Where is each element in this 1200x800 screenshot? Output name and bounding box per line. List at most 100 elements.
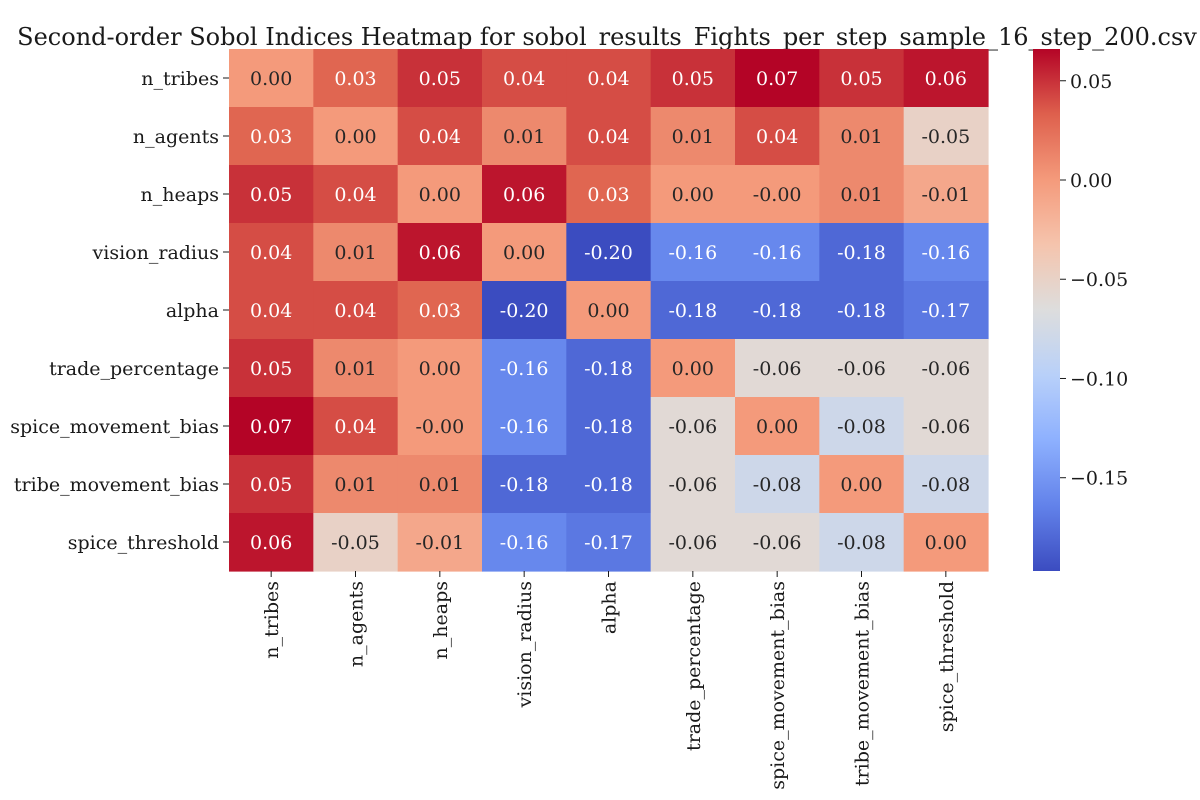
heatmap-cell <box>313 397 399 456</box>
heatmap-cell-value: -0.06 <box>668 474 717 496</box>
heatmap-cell-value: 0.04 <box>334 300 376 322</box>
heatmap-cell <box>397 455 483 514</box>
heatmap-cell <box>735 165 820 224</box>
heatmap-cell <box>313 455 399 514</box>
heatmap-cell <box>819 513 905 572</box>
heatmap-cell <box>735 455 820 514</box>
heatmap-cell-value: -0.06 <box>837 358 886 380</box>
y-axis-tick-labels: n_tribes n_agents n_heaps vision_radiusalph… <box>10 68 229 554</box>
colorbar-tick-label: 0.00 <box>1070 170 1112 192</box>
heatmap-cell-value: 0.00 <box>587 300 629 322</box>
heatmap-cell-value: -0.06 <box>753 532 802 554</box>
heatmap-cell <box>903 281 989 340</box>
heatmap-cell-value: -0.08 <box>921 474 970 496</box>
heatmap-cell-labels: 0.00 0.03 0.05 0.04 0.04 0.05 0.07 0.05 0.06 0.03… <box>250 68 970 554</box>
heatmap-cell-value: -0.18 <box>837 300 886 322</box>
x-tick-label-alpha: alpha <box>599 581 621 634</box>
heatmap-cell-value: 0.05 <box>672 68 714 90</box>
heatmap-cell <box>819 339 905 398</box>
heatmap-cell <box>482 281 567 340</box>
heatmap-cell <box>313 339 399 398</box>
heatmap-cell-value: -0.18 <box>584 474 633 496</box>
heatmap-cell <box>566 49 652 108</box>
heatmap-cell-value: 0.00 <box>756 416 798 438</box>
heatmap-cell <box>903 339 989 398</box>
heatmap-cell <box>735 339 820 398</box>
heatmap-cell-value: -0.18 <box>500 474 549 496</box>
heatmap-cell <box>650 513 736 572</box>
heatmap-cell-value: 0.06 <box>503 184 545 206</box>
heatmap-cell-value: 0.00 <box>419 358 461 380</box>
heatmap-cell <box>482 339 567 398</box>
heatmap-cell <box>566 223 652 282</box>
heatmap-cell-value: 0.07 <box>250 416 292 438</box>
heatmap-cell <box>819 107 905 166</box>
heatmap-cell <box>566 165 652 224</box>
heatmap-cell <box>229 455 314 514</box>
heatmap-cell <box>313 223 399 282</box>
heatmap-cell <box>650 165 736 224</box>
heatmap-cell <box>650 49 736 108</box>
heatmap-cell-value: -0.16 <box>500 532 549 554</box>
heatmap-cell <box>903 455 989 514</box>
y-tick-label-n-tribes: n_tribes <box>141 68 219 90</box>
heatmap-cell-value: -0.06 <box>921 358 970 380</box>
heatmap-cell-value: -0.20 <box>500 300 549 322</box>
x-tick-label-trade-percentage: trade_percentage <box>683 581 705 751</box>
heatmap-cell <box>650 397 736 456</box>
heatmap-cell <box>313 281 399 340</box>
x-tick-label-spice-movement-bias: spice_movement_bias <box>767 581 789 790</box>
heatmap-cell <box>482 455 567 514</box>
heatmap-cell <box>819 49 905 108</box>
heatmap-cell-value: 0.01 <box>419 474 461 496</box>
heatmap-cell <box>229 107 314 166</box>
heatmap-cell <box>313 49 399 108</box>
heatmap-cell <box>482 165 567 224</box>
heatmap-cell-value: 0.06 <box>925 68 967 90</box>
y-tick-label-alpha: alpha <box>166 300 219 322</box>
heatmap-cell <box>566 281 652 340</box>
heatmap-cell-value: 0.00 <box>503 242 545 264</box>
heatmap-cell <box>903 165 989 224</box>
heatmap-cell <box>397 165 483 224</box>
heatmap-cell-value: -0.17 <box>921 300 970 322</box>
heatmap-cell-value: 0.04 <box>587 68 629 90</box>
heatmap-cell-value: 0.00 <box>672 184 714 206</box>
x-tick-label-spice-threshold: spice_threshold <box>936 581 958 732</box>
colorbar-tick-label: −0.15 <box>1070 468 1128 490</box>
heatmap-cell <box>903 107 989 166</box>
x-tick-label-n-tribes: n_tribes <box>261 581 283 659</box>
heatmap-cell <box>229 397 314 456</box>
heatmap-cell <box>482 107 567 166</box>
heatmap-cell <box>397 107 483 166</box>
y-tick-label-vision-radius: vision_radius <box>92 242 219 264</box>
heatmap-cell-value: -0.18 <box>584 358 633 380</box>
heatmap-cell <box>650 107 736 166</box>
heatmap-cell-value: 0.00 <box>672 358 714 380</box>
heatmap-cell <box>566 107 652 166</box>
heatmap-cell <box>819 223 905 282</box>
heatmap-cell <box>735 281 820 340</box>
heatmap-cell-value: 0.01 <box>503 126 545 148</box>
heatmap-cell <box>903 397 989 456</box>
heatmap-cell <box>397 339 483 398</box>
heatmap-cell-value: -0.20 <box>584 242 633 264</box>
heatmap-cell-value: -0.08 <box>753 474 802 496</box>
heatmap-cell-value: 0.04 <box>503 68 545 90</box>
heatmap-cell-value: -0.16 <box>753 242 802 264</box>
heatmap-cell-value: 0.01 <box>840 184 882 206</box>
heatmap-cell-value: -0.08 <box>837 416 886 438</box>
heatmap-cell-value: 0.04 <box>587 126 629 148</box>
heatmap-cell-value: 0.01 <box>672 126 714 148</box>
heatmap-cell-value: 0.01 <box>840 126 882 148</box>
heatmap-cell-value: 0.03 <box>419 300 461 322</box>
heatmap-cell <box>819 455 905 514</box>
heatmap-cell <box>482 49 567 108</box>
heatmap-cell <box>735 513 820 572</box>
heatmap-cell <box>397 223 483 282</box>
heatmap-cell-value: -0.18 <box>584 416 633 438</box>
heatmap-cell-value: -0.17 <box>584 532 633 554</box>
heatmap-cell <box>566 339 652 398</box>
heatmap-cell-value: 0.04 <box>756 126 798 148</box>
